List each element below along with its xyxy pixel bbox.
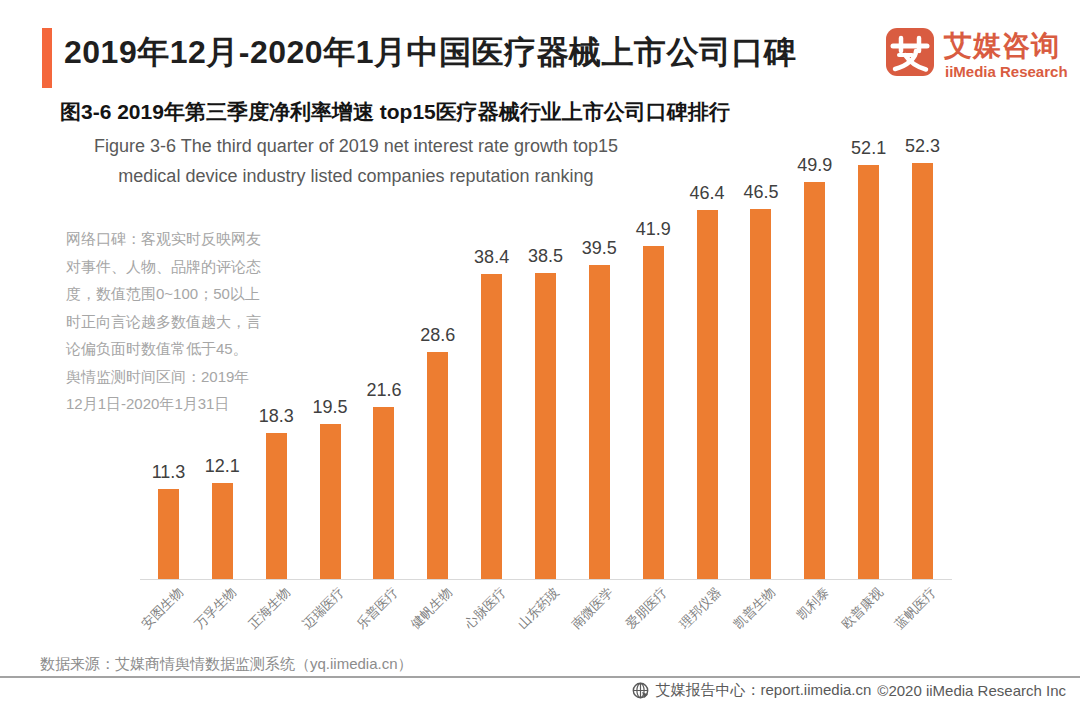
footer-copyright: ©2020 iiMedia Research Inc [877,682,1066,699]
x-axis-label: 南微医学 [570,585,616,631]
bar-山东药玻 [535,273,556,579]
x-axis-label: 心脉医疗 [462,585,508,631]
bar-value-label: 41.9 [618,219,688,240]
bar-爱朋医疗 [643,246,664,579]
data-source: 数据来源：艾媒商情舆情数据监测系统（yq.iimedia.cn） [40,655,413,674]
x-axis-label: 爱朋医疗 [623,585,669,631]
x-axis-line [140,579,952,580]
x-axis-label: 凯利泰 [794,585,831,622]
bar-value-label: 46.5 [726,182,796,203]
bar-value-label: 28.6 [403,325,473,346]
bar-value-label: 39.5 [564,238,634,259]
bar-chart: 11.3安图生物12.1万孚生物18.3正海生物19.5迈瑞医疗21.6乐普医疗… [0,0,1080,702]
bar-乐普医疗 [373,407,394,579]
bar-凯利泰 [804,182,825,579]
globe-icon [632,682,649,699]
x-axis-label: 山东药玻 [516,585,562,631]
bar-安图生物 [158,489,179,579]
bar-心脉医疗 [481,274,502,579]
bar-南微医学 [589,265,610,579]
bar-value-label: 12.1 [187,456,257,477]
bar-凯普生物 [750,209,771,579]
bar-正海生物 [266,433,287,579]
bar-欧普康视 [858,165,879,579]
x-axis-label: 万孚生物 [193,585,239,631]
bar-value-label: 21.6 [349,380,419,401]
footer-divider [0,676,1080,678]
footer-bar: 艾媒报告中心：report.iimedia.cn ©2020 iiMedia R… [632,681,1066,700]
bar-迈瑞医疗 [320,424,341,579]
x-axis-label: 健帆生物 [408,585,454,631]
bar-万孚生物 [212,483,233,579]
x-axis-label: 欧普康视 [839,585,885,631]
x-axis-label: 蓝帆医疗 [893,585,939,631]
x-axis-label: 理邦仪器 [677,585,723,631]
x-axis-label: 安图生物 [139,585,185,631]
bar-健帆生物 [427,352,448,579]
page: 2019年12月-2020年1月中国医疗器械上市公司口碑 艾媒咨询 iiMedi… [0,0,1080,702]
x-axis-label: 乐普医疗 [354,585,400,631]
bar-理邦仪器 [697,210,718,579]
x-axis-label: 凯普生物 [731,585,777,631]
bar-蓝帆医疗 [912,163,933,579]
footer-report-text: 艾媒报告中心：report.iimedia.cn [655,681,871,700]
x-axis-label: 正海生物 [246,585,292,631]
x-axis-label: 迈瑞医疗 [300,585,346,631]
bar-value-label: 52.3 [887,136,957,157]
